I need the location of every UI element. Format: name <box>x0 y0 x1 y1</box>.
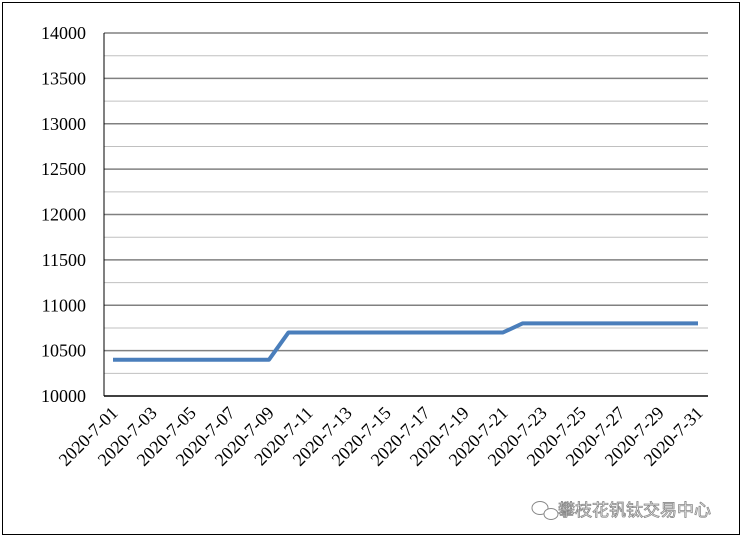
y-tick-label: 10000 <box>41 386 86 406</box>
y-tick-label: 12500 <box>41 159 86 179</box>
y-tick-label: 10500 <box>41 341 86 361</box>
y-tick-label: 14000 <box>41 23 86 43</box>
watermark-text: 攀枝花钒钛交易中心 <box>558 501 711 521</box>
series-line <box>113 321 698 362</box>
y-tick-label: 12000 <box>41 205 86 225</box>
y-tick-label: 13000 <box>41 114 86 134</box>
chart-border <box>2 2 740 535</box>
y-tick-label: 11000 <box>42 295 86 315</box>
y-tick-label: 11500 <box>42 250 86 270</box>
y-tick-label: 13500 <box>41 68 86 88</box>
wechat-icon <box>531 501 559 520</box>
watermark: 攀枝花钒钛交易中心 <box>531 501 711 521</box>
